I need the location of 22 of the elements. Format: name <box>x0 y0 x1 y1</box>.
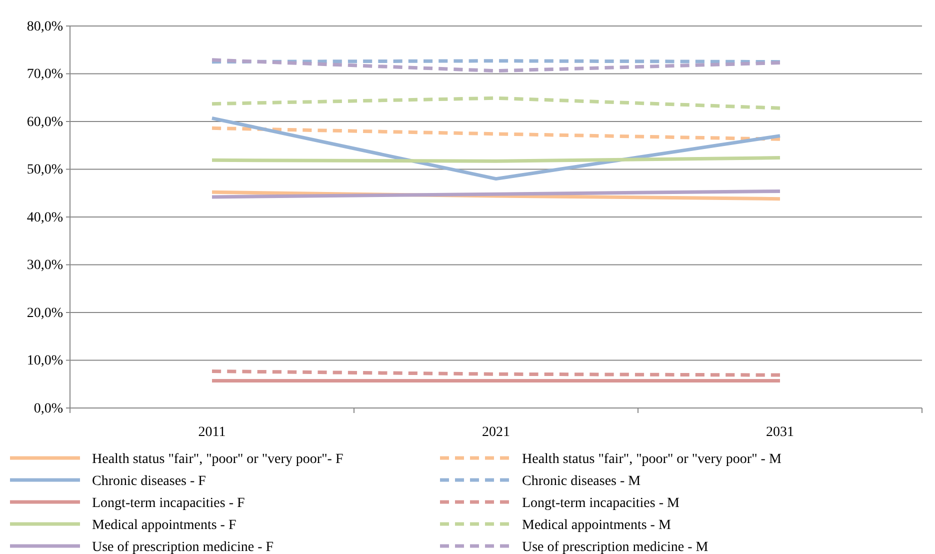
y-tick-label: 60,0% <box>26 114 64 130</box>
legend-label: Use of prescription medicine - M <box>522 540 709 554</box>
legend-label: Longt-term incapacities - F <box>92 496 245 511</box>
legend-label: Medical appointments - F <box>92 518 236 533</box>
legend-label: Chronic diseases - F <box>92 474 206 489</box>
x-tick-label: 2011 <box>198 425 226 440</box>
x-tick-label: 2031 <box>766 425 794 440</box>
y-tick-label: 30,0% <box>26 258 64 274</box>
y-tick-label: 40,0% <box>26 210 64 226</box>
x-tick-label: 2021 <box>482 425 510 440</box>
y-tick-label: 70,0% <box>26 67 64 82</box>
legend-label: Use of prescription medicine - F <box>92 540 274 554</box>
legend-label: Health status "fair", "poor" or "very poor" - M <box>522 452 782 467</box>
legend-label: Chronic diseases - M <box>522 474 642 489</box>
legend-label: Health status "fair", "poor" or "very poor"- F <box>92 452 344 467</box>
legend-label: Medical appointments - M <box>522 518 672 533</box>
y-tick-label: 10,0% <box>26 354 64 369</box>
y-tick-label: 20,0% <box>26 306 64 321</box>
y-tick-label: 80,0% <box>26 19 64 34</box>
y-tick-label: 50,0% <box>26 162 64 178</box>
y-tick-label: 0,0% <box>34 401 64 416</box>
legend-label: Longt-term incapacities - M <box>522 496 680 511</box>
